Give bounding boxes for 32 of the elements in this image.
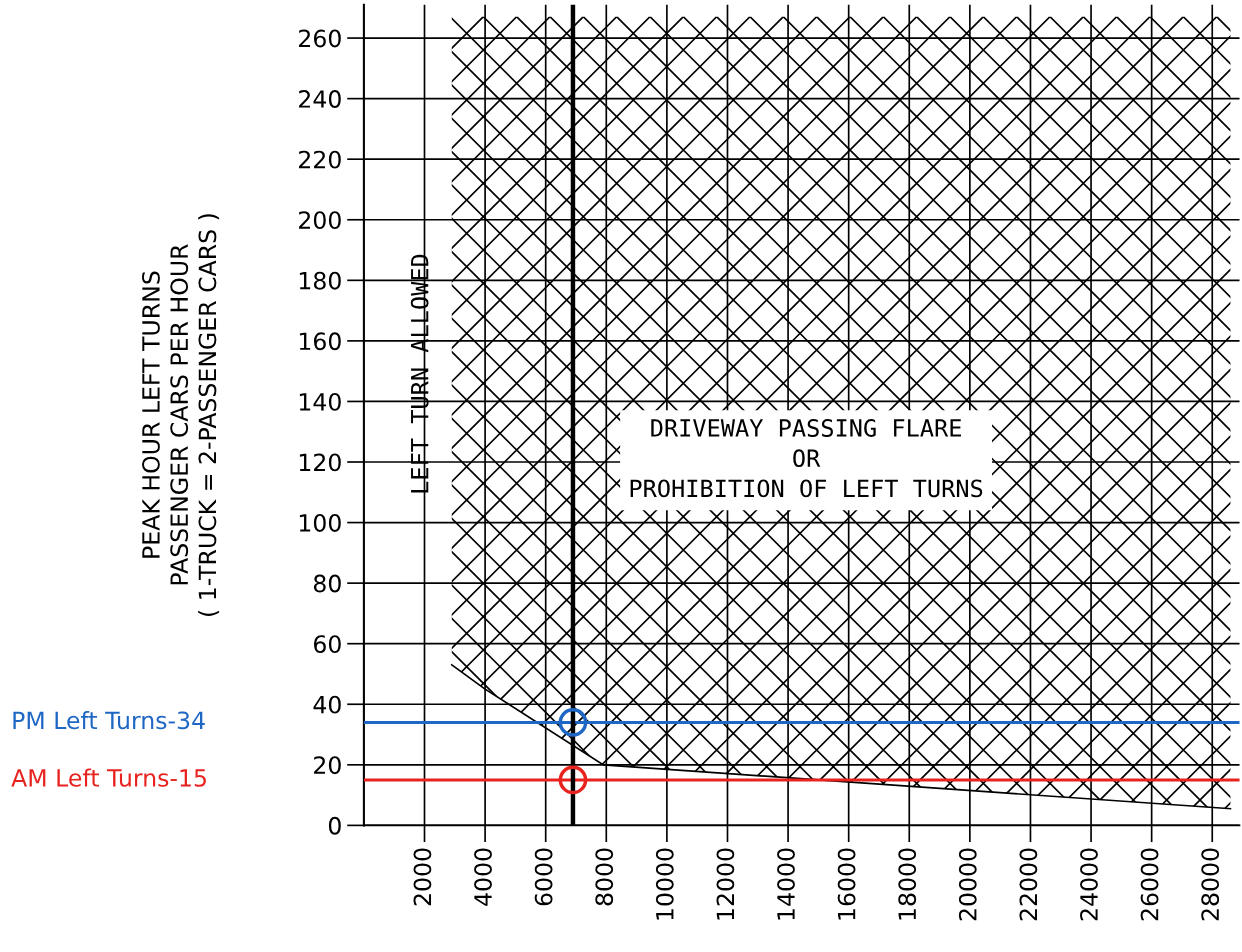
y-tick-label: 20 (314, 756, 341, 775)
x-tick-label: 10000 (655, 848, 674, 920)
annotation: DRIVEWAY PASSING FLARE OR PROHIBITION OF LEFT TURNS (630, 419, 983, 498)
y-tick-label: 80 (313, 574, 341, 593)
y-tick-label: 180 (299, 271, 341, 290)
x-tick-label: 24000 (1080, 848, 1098, 921)
ref-line-label: AM Left Turns-15 (11, 768, 206, 787)
x-tick-label: 6000 (534, 848, 553, 906)
x-tick-label: 28000 (1201, 848, 1220, 921)
y-tick-label: 140 (299, 392, 341, 411)
x-tick-label: 18000 (898, 848, 917, 920)
y-tick-label: 260 (299, 29, 341, 48)
x-tick-label: 14000 (777, 848, 795, 920)
x-tick-label: 4000 (474, 848, 492, 906)
y-tick-label: 160 (299, 332, 341, 351)
y-tick-label: 60 (313, 635, 341, 653)
y-tick-label: 240 (299, 90, 341, 108)
x-tick-label: 26000 (1140, 848, 1159, 921)
x-tick-label: 12000 (716, 848, 735, 920)
x-tick-label: 2000 (413, 848, 432, 906)
y-tick-label: 100 (299, 514, 341, 532)
y-tick-label: 40 (313, 695, 341, 714)
y-tick-label: 0 (328, 816, 341, 835)
y-tick-label: 200 (299, 211, 341, 230)
x-tick-label: 20000 (958, 848, 977, 921)
y-tick-label: 120 (299, 453, 341, 472)
y-axis-title: PEAK HOUR LEFT TURNS PASSENGER CARS PER HOUR ( 1-TRUCK = 2-PASSENGER CARS ) (142, 214, 220, 616)
x-tick-label: 22000 (1019, 848, 1038, 921)
x-tick-label: 8000 (595, 848, 614, 906)
ref-line-label: PM Left Turns-34 (13, 711, 205, 730)
x-tick-label: 16000 (837, 848, 856, 920)
y-tick-label: 220 (299, 150, 341, 169)
